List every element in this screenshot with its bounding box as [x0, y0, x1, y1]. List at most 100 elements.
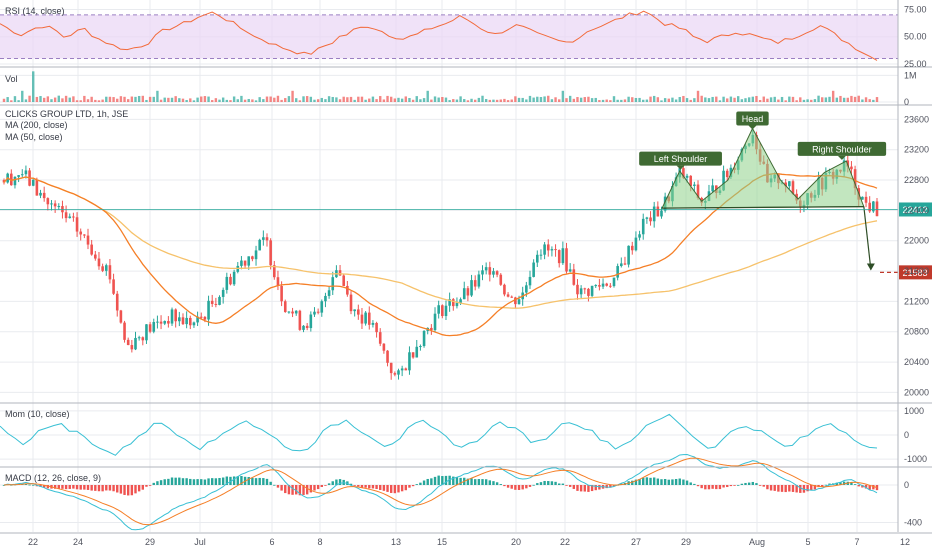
candle-body: [634, 237, 638, 251]
macd-histogram-bar: [689, 482, 692, 485]
volume-pane[interactable]: [2, 71, 879, 102]
volume-bar: [368, 98, 371, 102]
macd-histogram-bar: [316, 485, 320, 490]
candle-body: [90, 244, 93, 255]
annotation-label-box: [797, 141, 887, 156]
candle-body: [419, 346, 422, 348]
volume-bar: [656, 97, 660, 102]
momentum-pane[interactable]: [0, 413, 878, 456]
volume-bar: [200, 96, 203, 102]
candle-body: [462, 288, 466, 300]
candle-body: [174, 309, 177, 322]
macd-histogram-bar: [769, 485, 773, 491]
candle-body: [20, 174, 24, 176]
candle-body: [39, 192, 42, 196]
volume-bar: [598, 100, 601, 102]
volume-bar: [426, 90, 429, 102]
candle-body: [400, 368, 404, 371]
macd-histogram-bar: [718, 485, 722, 490]
candle-body: [167, 321, 170, 324]
candle-body: [641, 218, 645, 235]
price-pane[interactable]: Left Shoulder Head Right Shoulder 22412 2158…: [0, 111, 932, 380]
macd-histogram-bar: [638, 479, 641, 485]
candle-body: [199, 316, 203, 318]
volume-bar: [495, 99, 499, 102]
macd-histogram-bar: [568, 485, 572, 487]
macd-histogram-bar: [116, 485, 119, 493]
volume-bar: [590, 98, 594, 102]
candle-body: [276, 277, 280, 286]
candle-body: [258, 239, 261, 251]
macd-pane[interactable]: [2, 453, 879, 531]
candle-body: [583, 288, 587, 290]
macd-histogram-bar: [850, 482, 853, 485]
candle-body: [163, 321, 167, 324]
x-axis-label: 22: [560, 537, 570, 547]
candle-body: [722, 170, 725, 191]
candle-body: [850, 166, 853, 170]
volume-bar: [214, 98, 218, 102]
candle-body: [506, 294, 510, 297]
volume-bar: [174, 96, 177, 102]
volume-bar: [159, 99, 163, 102]
volume-bar: [660, 100, 663, 102]
macd-histogram-bar: [411, 485, 415, 487]
volume-title: Vol: [5, 74, 18, 84]
macd-histogram-bar: [828, 483, 831, 485]
volume-bar: [68, 97, 71, 102]
macd-histogram-bar: [105, 485, 108, 491]
volume-bar: [397, 97, 400, 102]
y-axis-label: 20400: [904, 357, 929, 367]
candle-body: [404, 368, 408, 371]
macd-histogram-bar: [459, 477, 462, 485]
candle-body: [68, 216, 72, 219]
macd-histogram-bar: [700, 485, 703, 489]
candle-body: [389, 362, 393, 374]
y-axis-label: 21600: [904, 266, 929, 276]
candle-body: [302, 325, 305, 330]
macd-histogram-bar: [747, 482, 751, 485]
candle-body: [86, 235, 90, 245]
candle-body: [83, 234, 86, 236]
macd-histogram-bar: [145, 485, 148, 487]
macd-histogram-bar: [305, 485, 309, 495]
volume-bar: [620, 99, 623, 102]
macd-histogram-bar: [528, 485, 532, 487]
candle-body: [152, 322, 156, 332]
macd-histogram-bar: [729, 485, 733, 487]
macd-histogram-bar: [112, 485, 115, 492]
candle-body: [313, 311, 316, 315]
volume-bar: [360, 96, 364, 102]
candle-body: [104, 265, 108, 271]
volume-bar: [678, 96, 681, 102]
macd-histogram-bar: [853, 484, 857, 485]
macd-histogram-bar: [565, 485, 568, 486]
candle-body: [265, 237, 269, 241]
macd-histogram-bar: [744, 482, 747, 485]
macd-histogram-bar: [156, 481, 159, 485]
candle-body: [868, 202, 871, 212]
macd-histogram-bar: [75, 485, 79, 490]
candle-body: [203, 316, 207, 320]
macd-histogram-bar: [441, 476, 444, 485]
volume-bar: [83, 95, 86, 102]
candle-body: [638, 234, 641, 238]
macd-histogram-bar: [430, 478, 433, 485]
volume-bar: [638, 97, 641, 102]
candle-body: [364, 312, 367, 324]
macd-histogram-bar: [375, 485, 378, 489]
macd-histogram-bar: [141, 485, 145, 490]
volume-bar: [499, 99, 502, 102]
macd-histogram-bar: [192, 479, 196, 485]
candle-body: [382, 343, 386, 351]
macd-histogram-bar: [656, 478, 660, 485]
candle-body: [2, 180, 6, 183]
candle-body: [298, 310, 302, 330]
macd-histogram-bar: [170, 477, 174, 485]
target-arrow: [863, 206, 872, 270]
candle-body: [685, 175, 689, 178]
rsi-pane[interactable]: [0, 10, 898, 61]
candle-body: [46, 198, 50, 205]
